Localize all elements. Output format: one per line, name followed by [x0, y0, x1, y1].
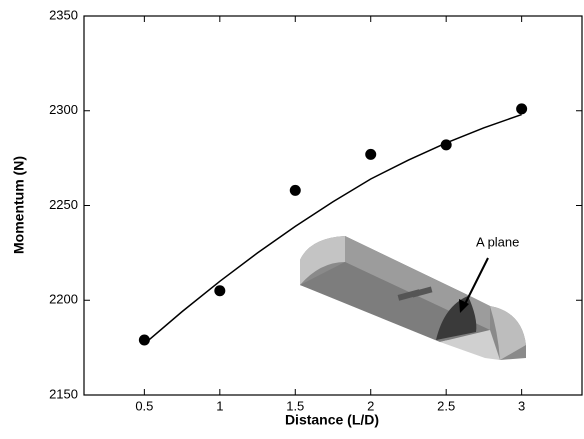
x-tick-label: 0.5 [135, 398, 153, 413]
y-tick-label: 2350 [49, 7, 78, 22]
x-tick-label: 2.5 [437, 398, 455, 413]
x-tick-label: 2 [367, 398, 374, 413]
y-tick-label: 2200 [49, 292, 78, 307]
y-tick-label: 2300 [49, 102, 78, 117]
y-tick-label: 2150 [49, 386, 78, 401]
x-tick-label: 1 [216, 398, 223, 413]
data-point [365, 148, 377, 160]
data-point [289, 184, 301, 196]
x-axis-label: Distance (L/D) [285, 412, 379, 428]
data-point [440, 139, 452, 151]
x-tick-label: 3 [518, 398, 525, 413]
y-axis-label: Momentum (N) [11, 156, 27, 254]
fit-line [143, 113, 522, 345]
y-tick-label: 2250 [49, 197, 78, 212]
data-point [516, 103, 528, 115]
annotation: A plane [476, 234, 519, 249]
inset-image [300, 236, 526, 360]
x-tick-label: 1.5 [286, 398, 304, 413]
data-point [214, 285, 226, 297]
data-point [138, 334, 150, 346]
